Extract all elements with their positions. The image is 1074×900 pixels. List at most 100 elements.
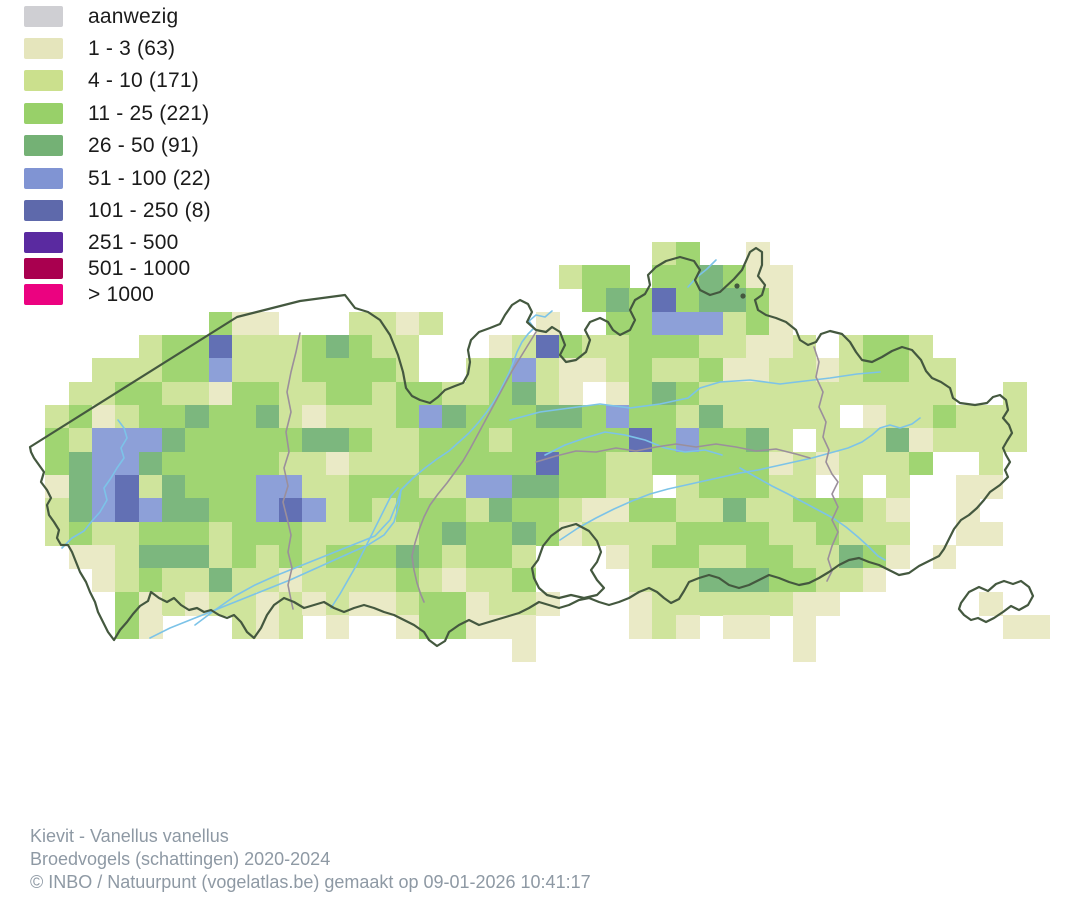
grid-cell [395, 428, 420, 453]
grid-cell [629, 381, 653, 406]
grid-cell [115, 381, 140, 406]
grid-cell [138, 358, 163, 383]
legend-label: 251 - 500 [88, 230, 179, 254]
grid-cell [208, 381, 233, 406]
grid-cell [442, 591, 467, 616]
legend-item: 4 - 10 (171) [24, 69, 199, 92]
grid-cell [372, 428, 397, 453]
grid-cell [512, 334, 537, 359]
grid-cell [442, 475, 467, 499]
grid-cell [138, 568, 163, 593]
grid-cell [675, 241, 700, 266]
grid-cell [605, 288, 630, 313]
grid-cell [278, 358, 303, 383]
grid-cell [956, 475, 980, 499]
grid-cell [699, 545, 723, 569]
grid-cell [582, 498, 607, 523]
grid-cell [769, 428, 794, 453]
grid-cell [699, 381, 723, 406]
grid-cell [862, 381, 887, 406]
grid-cell [465, 381, 490, 406]
grid-cell [722, 358, 747, 383]
grid-cell [208, 568, 233, 593]
grid-cell [395, 545, 420, 569]
grid-cell [839, 475, 864, 499]
grid-cell [792, 404, 817, 429]
grid-cell [675, 404, 700, 429]
legend-item: 1 - 3 (63) [24, 37, 175, 60]
legend-item: 51 - 100 (22) [24, 167, 211, 190]
grid-cell [138, 545, 163, 569]
grid-cell [605, 404, 630, 429]
grid-cell [162, 404, 186, 429]
grid-cell [792, 615, 817, 639]
grid-cell [535, 475, 560, 499]
grid-cell [465, 521, 490, 546]
legend-label: > 1000 [88, 282, 155, 306]
grid-cell [185, 404, 210, 429]
grid-cell [512, 358, 537, 383]
grid-cell [792, 381, 817, 406]
grid-cell [255, 428, 280, 453]
grid-cell [115, 521, 140, 546]
grid-cell [138, 381, 163, 406]
grid-cell [535, 591, 560, 616]
grid-cell [979, 404, 1004, 429]
grid-cell [138, 428, 163, 453]
grid-cell [652, 451, 677, 476]
grid-cell [675, 545, 700, 569]
grid-cell [909, 451, 934, 476]
grid-cell [559, 428, 583, 453]
grid-cell [629, 404, 653, 429]
caption-copyright: © INBO / Natuurpunt (vogelatlas.be) gema… [30, 872, 591, 892]
grid-cell [162, 358, 186, 383]
grid-cell [278, 545, 303, 569]
grid-cell [535, 334, 560, 359]
grid-cell [138, 615, 163, 639]
legend-swatch [24, 284, 63, 305]
grid-cell [115, 498, 140, 523]
grid-cell [68, 498, 93, 523]
grid-cell [208, 498, 233, 523]
grid-cell [185, 475, 210, 499]
grid-cell [535, 521, 560, 546]
grid-cell [512, 498, 537, 523]
grid-cell [185, 498, 210, 523]
grid-cell [162, 591, 186, 616]
grid-cell [629, 591, 653, 616]
grid-cell [675, 475, 700, 499]
grid-cell [815, 591, 840, 616]
grid-cell [745, 404, 770, 429]
grid-cell [675, 568, 700, 593]
grid-cell [605, 451, 630, 476]
grid-cell [92, 428, 116, 453]
legend-swatch [24, 135, 63, 156]
grid-cell [769, 404, 794, 429]
grid-cell [302, 591, 327, 616]
grid-cell [722, 381, 747, 406]
grid-cell [232, 545, 256, 569]
grid-cell [815, 428, 840, 453]
grid-cell [68, 475, 93, 499]
grid-cell [185, 428, 210, 453]
grid-cell [255, 615, 280, 639]
grid-cell [722, 545, 747, 569]
grid-cell [605, 264, 630, 289]
grid-cell [722, 591, 747, 616]
grid-cell [115, 358, 140, 383]
grid-cell [162, 451, 186, 476]
grid-cell [675, 428, 700, 453]
grid-cell [395, 404, 420, 429]
grid-cell [535, 404, 560, 429]
grid-cell [699, 334, 723, 359]
legend-item: 251 - 500 [24, 230, 179, 254]
grid-cell [489, 358, 513, 383]
grid-cell [839, 358, 864, 383]
grid-cell [162, 498, 186, 523]
grid-cell [815, 451, 840, 476]
grid-cell [512, 404, 537, 429]
grid-cell [395, 334, 420, 359]
grid-cell [699, 451, 723, 476]
grid-cell [792, 521, 817, 546]
grid-cell [792, 568, 817, 593]
